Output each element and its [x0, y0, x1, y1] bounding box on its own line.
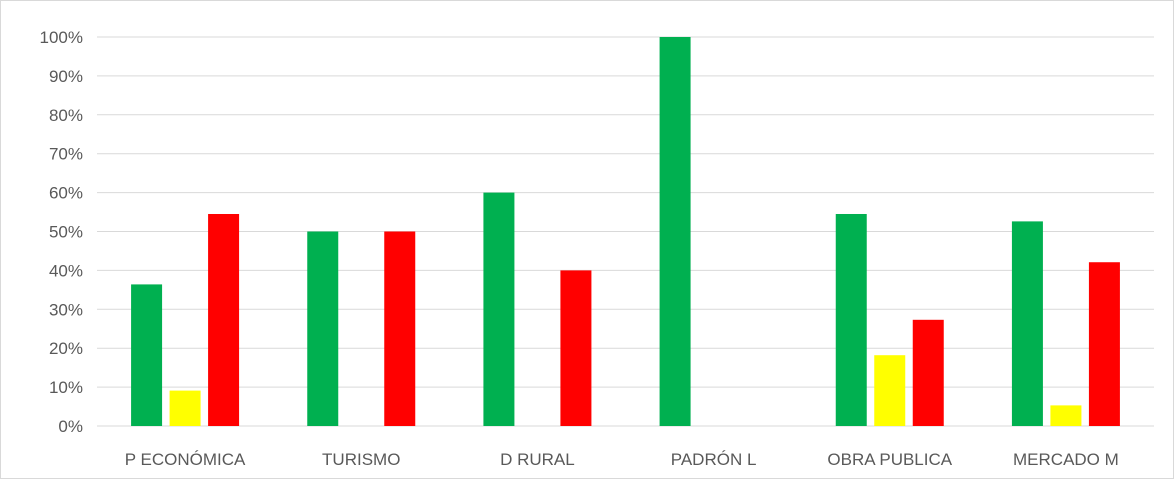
- x-category-label: PADRÓN L: [671, 450, 757, 469]
- bar: [1050, 405, 1082, 426]
- x-category-label: OBRA PUBLICA: [827, 450, 952, 469]
- y-tick-label: 40%: [49, 261, 83, 280]
- bar: [384, 231, 416, 426]
- x-category-label: TURISMO: [322, 450, 400, 469]
- x-category-label: D RURAL: [500, 450, 575, 469]
- x-category-label: MERCADO M: [1013, 450, 1119, 469]
- bar: [483, 192, 515, 426]
- bar: [835, 213, 867, 426]
- bar: [208, 213, 240, 426]
- bar: [874, 355, 906, 426]
- y-tick-label: 60%: [49, 184, 83, 203]
- x-axis-categories: P ECONÓMICA TURISMO D RURAL PADRÓN L OBRA PU…: [125, 450, 1119, 469]
- y-tick-label: 0%: [58, 417, 83, 436]
- y-tick-label: 80%: [49, 106, 83, 125]
- bar: [1088, 262, 1120, 426]
- y-tick-label: 30%: [49, 300, 83, 319]
- bar: [659, 37, 691, 426]
- bar: [1011, 221, 1043, 426]
- gridlines: [97, 36, 1154, 427]
- bar: [131, 284, 163, 426]
- y-tick-label: 20%: [49, 339, 83, 358]
- y-tick-label: 90%: [49, 67, 83, 86]
- y-axis-ticks: 0% 10% 20% 30% 40% 50% 60% 70% 80% 90% 100%: [40, 28, 83, 436]
- y-tick-label: 10%: [49, 378, 83, 397]
- bar: [912, 319, 944, 426]
- y-tick-label: 50%: [49, 223, 83, 242]
- x-category-label: P ECONÓMICA: [125, 450, 246, 469]
- bar: [169, 390, 201, 426]
- bar: [560, 270, 592, 426]
- y-tick-label: 70%: [49, 145, 83, 164]
- bar: [307, 231, 339, 426]
- y-tick-label: 100%: [40, 28, 83, 47]
- bars: [131, 37, 1120, 426]
